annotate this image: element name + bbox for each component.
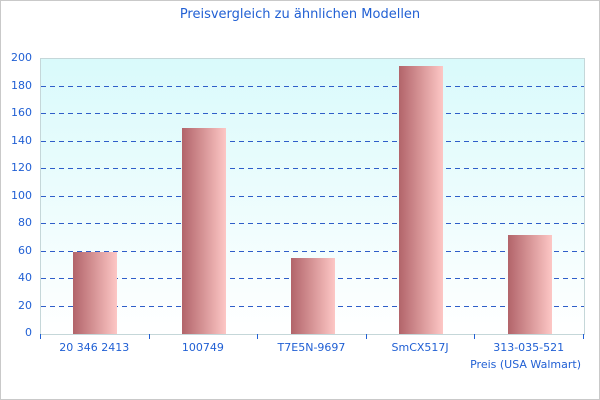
y-tick-label: 0 — [25, 326, 32, 339]
y-tick-label: 180 — [11, 78, 32, 92]
y-tick-label: 40 — [18, 271, 32, 284]
x-axis-labels: 20 346 2413 100749 T7E5N-9697 SmCX517J 313-0… — [40, 341, 585, 357]
chart-title: Preisvergleich zu ähnlichen Modellen — [179, 7, 421, 22]
bar-100749 — [181, 127, 226, 334]
y-tick-label: 100 — [11, 188, 32, 202]
gridline — [41, 113, 584, 114]
plot-area — [40, 58, 585, 335]
gridline — [41, 223, 584, 224]
y-tick-label: 160 — [11, 106, 32, 119]
category-label: T7E5N-9697 — [277, 341, 346, 354]
gridline — [41, 140, 584, 142]
y-tick-label: 80 — [18, 216, 32, 229]
y-tick-label: 200 — [11, 51, 32, 64]
y-axis-labels: 0 20 40 60 80 100 120 140 160 180 200 — [1, 1, 32, 399]
y-tick-label: 60 — [18, 243, 32, 257]
y-tick-label: 20 — [18, 298, 32, 312]
category-label: SmCX517J — [391, 341, 449, 354]
gridline — [41, 168, 584, 169]
x-axis-tick — [148, 334, 150, 339]
y-tick-label: 120 — [11, 161, 32, 174]
x-axis-tick — [40, 334, 41, 339]
bar-313-035-521 — [507, 235, 552, 334]
category-label: 100749 — [181, 341, 224, 354]
x-axis-tick — [583, 334, 584, 339]
x-axis-title: Preis (USA Walmart) — [470, 358, 581, 371]
category-label: 313-035-521 — [493, 341, 565, 354]
bar-20-346-2413 — [73, 251, 118, 334]
bar-smcx517j — [399, 65, 444, 334]
gridline — [41, 250, 584, 252]
bar-t7e5n-9697 — [290, 258, 335, 334]
x-axis-tick — [257, 334, 259, 339]
y-tick-label: 140 — [11, 133, 32, 147]
gridline — [41, 85, 584, 87]
x-axis-tick — [365, 334, 367, 339]
x-axis-tick — [474, 334, 476, 339]
gridline — [41, 195, 584, 197]
category-label: 20 346 2413 — [59, 341, 130, 354]
